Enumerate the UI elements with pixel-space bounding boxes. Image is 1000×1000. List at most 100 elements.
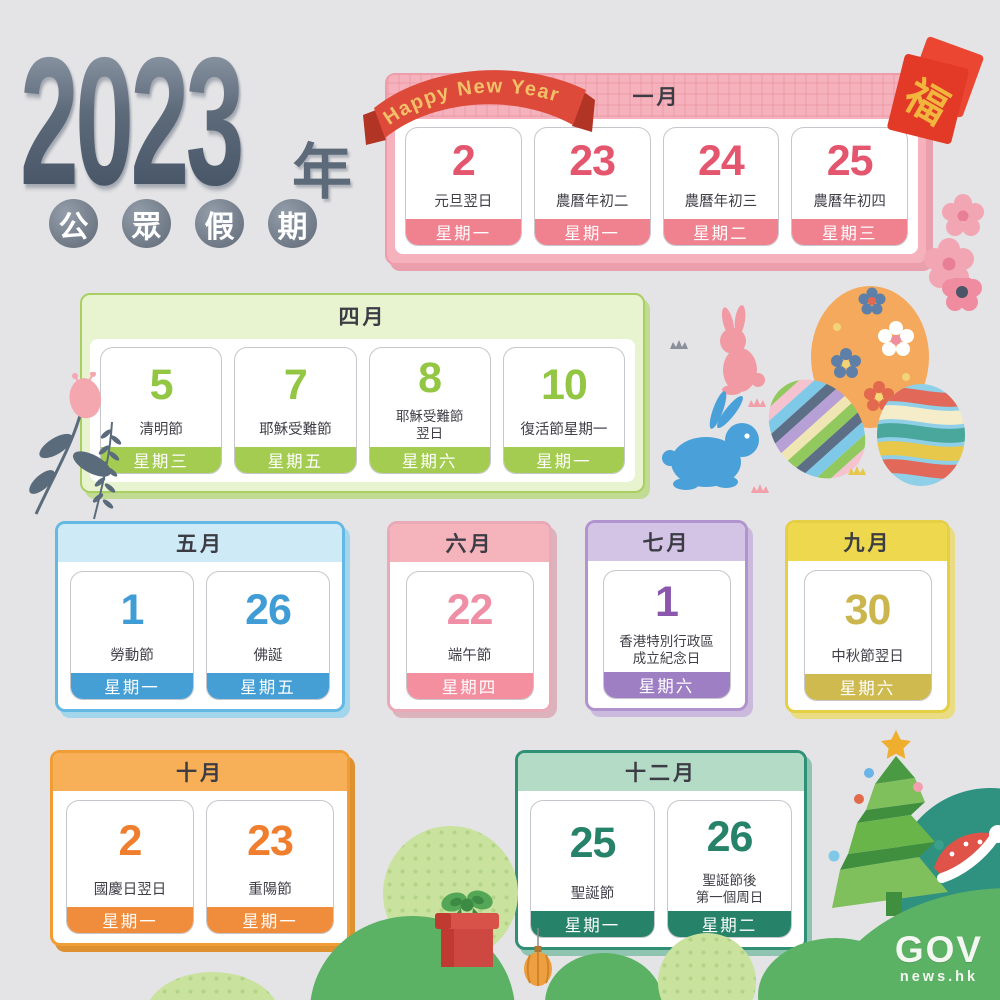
- holiday-card: 10 復活節星期一 星期一: [502, 347, 625, 474]
- dotted-hill: [658, 933, 756, 1000]
- holiday-card: 22 端午節 星期四: [405, 571, 534, 700]
- holiday-card: 23 農曆年初二星期一: [533, 127, 651, 246]
- month-label: 四月: [338, 306, 387, 329]
- holiday-card: 8 耶穌受難節 翌日星期六: [368, 347, 491, 474]
- holiday-name: 重陽節: [248, 882, 292, 899]
- holiday-name: 復活節星期一: [520, 422, 608, 439]
- holiday-card: 24 農曆年初三 星期二: [662, 127, 780, 246]
- subtitle-char: 公: [49, 199, 98, 248]
- holiday-date: 2: [118, 817, 143, 866]
- easter-decoration-icon: [662, 278, 982, 498]
- holiday-weekday-badge: 星期一: [207, 907, 333, 933]
- holiday-card: 26 佛誕 星期五: [206, 571, 330, 700]
- holiday-name: 清明節: [139, 422, 183, 439]
- holiday-date: 26: [706, 812, 754, 861]
- year-suffix: 年: [292, 139, 352, 206]
- blue-bunny-icon: [662, 391, 759, 490]
- holiday-date: 25: [569, 819, 617, 868]
- month-body: 2 元旦翌日 星期一 23 農曆年初二星期一 24 農曆年初三 星期二 25 農曆年初四星期三: [395, 119, 918, 254]
- holiday-card: 25 聖誕節 星期一: [530, 800, 655, 938]
- holiday-date: 25: [826, 136, 874, 185]
- month-panel-july: 七月 1 香港特別行政區 成立紀念日星期六: [585, 520, 748, 711]
- subtitle-char: 假: [195, 199, 244, 248]
- month-panel-december: 十二月 25 聖誕節 星期一 26 聖誕節後 第一個周日 星期二: [515, 750, 807, 950]
- holiday-card: 2 元旦翌日 星期一: [405, 127, 522, 246]
- green-hill: [545, 953, 663, 1000]
- holiday-name: 香港特別行政區 成立紀念日: [619, 634, 714, 666]
- envelope-body: 福: [886, 53, 970, 145]
- holiday-card: 5 清明節星期三: [100, 347, 223, 474]
- month-label: 九月: [788, 523, 947, 561]
- holiday-weekday-badge: 星期三: [101, 447, 222, 473]
- pink-flowers-icon: [924, 194, 984, 288]
- holiday-name: 聖誕節後 第一個周日: [695, 873, 764, 905]
- gift-box-icon: [435, 890, 499, 967]
- holiday-card: 30 中秋節翌日 星期六: [803, 570, 932, 701]
- month-panel-june: 六月 22 端午節 星期四: [387, 521, 552, 712]
- holiday-date: 22: [446, 585, 494, 634]
- holiday-card: 23 重陽節星期一: [206, 800, 334, 934]
- holiday-date: 2: [451, 136, 476, 185]
- grass-tuft-icon: [670, 340, 866, 493]
- month-panel-january: 一月 2 元旦翌日 星期一 23 農曆年初二 星期一 24 農曆年初三 星期二 25 農曆年初四 星期三: [385, 73, 928, 265]
- holiday-card: 7 耶穌受難節 星期五: [234, 347, 357, 474]
- holiday-date: 24: [697, 136, 745, 185]
- month-body: 1 香港特別行政區 成立紀念日星期六: [588, 561, 745, 708]
- holiday-name: 勞動節: [110, 648, 154, 665]
- holiday-weekday-badge: 星期五: [207, 673, 329, 699]
- holiday-name: 農曆年初四: [813, 194, 886, 211]
- holiday-date: 23: [247, 817, 294, 866]
- gov-news-logo: GOV news.hk: [884, 931, 994, 985]
- subtitle-char: 眾: [122, 199, 171, 248]
- red-envelope-icon: 福: [886, 35, 993, 145]
- holiday-weekday-badge: 星期六: [804, 674, 931, 700]
- holiday-weekday-badge: 星期三: [792, 219, 907, 245]
- pink-flower-icon: [942, 278, 982, 311]
- month-label: 十二月: [518, 753, 804, 791]
- month-label: 七月: [588, 523, 745, 561]
- holiday-date: 1: [120, 585, 145, 634]
- holiday-card: 1 香港特別行政區 成立紀念日星期六: [602, 570, 731, 699]
- holiday-weekday-badge: 星期一: [67, 907, 193, 933]
- month-panel-april: 四月 5 清明節 星期三 7 耶穌受難節 星期五 8 耶穌受難節 翌日 星期六 10 復活節星期一 星期…: [80, 293, 645, 493]
- holiday-name: 農曆年初二: [555, 194, 629, 211]
- month-label: 十月: [53, 753, 347, 791]
- holiday-date: 5: [149, 360, 174, 409]
- holiday-name: 國慶日翌日: [93, 882, 167, 899]
- holiday-weekday-badge: 星期一: [503, 447, 624, 473]
- holiday-weekday-badge: 星期一: [71, 673, 193, 699]
- fu-character: 福: [896, 70, 957, 133]
- wavy-egg-icon: [877, 384, 965, 486]
- holiday-weekday-badge: 星期一: [531, 911, 654, 937]
- holiday-name: 耶穌受難節 翌日: [395, 409, 464, 441]
- holiday-name: 端午節: [447, 648, 492, 665]
- holiday-weekday-badge: 星期一: [406, 219, 521, 245]
- holiday-date: 23: [569, 136, 616, 185]
- happy-new-year-ribbon-icon: Happy New Year: [363, 70, 595, 145]
- month-body: 30 中秋節翌日 星期六: [788, 561, 947, 710]
- month-panel-september: 九月 30 中秋節翌日 星期六: [785, 520, 950, 713]
- holiday-card: 2 國慶日翌日星期一: [66, 800, 194, 934]
- month-panel-may: 五月 1 勞動節 星期一 26 佛誕 星期五: [55, 521, 345, 712]
- holiday-name: 佛誕: [253, 648, 283, 665]
- holiday-weekday-badge: 星期六: [603, 672, 730, 698]
- orange-bauble-icon: [524, 928, 552, 986]
- holiday-weekday-badge: 星期二: [663, 219, 779, 245]
- month-label: 五月: [58, 524, 342, 562]
- holiday-date: 30: [844, 585, 892, 634]
- holiday-weekday-badge: 星期六: [369, 447, 490, 473]
- holiday-date: 7: [283, 360, 308, 409]
- holiday-date: 8: [418, 354, 442, 403]
- dotted-hill: [145, 972, 280, 1000]
- month-panel-october: 十月 2 國慶日翌日星期一 23 重陽節星期一: [50, 750, 350, 946]
- holiday-card: 26 聖誕節後 第一個周日 星期二: [667, 800, 792, 938]
- year-title: 2023: [20, 19, 244, 223]
- holiday-weekday-badge: 星期一: [534, 219, 650, 245]
- month-body: 25 聖誕節 星期一 26 聖誕節後 第一個周日 星期二: [518, 791, 804, 947]
- holiday-date: 1: [655, 578, 679, 627]
- holiday-card: 1 勞動節星期一: [70, 571, 194, 700]
- subtitle-char: 期: [268, 199, 317, 248]
- holiday-name: 耶穌受難節: [259, 422, 332, 439]
- month-body: 22 端午節 星期四: [390, 562, 549, 709]
